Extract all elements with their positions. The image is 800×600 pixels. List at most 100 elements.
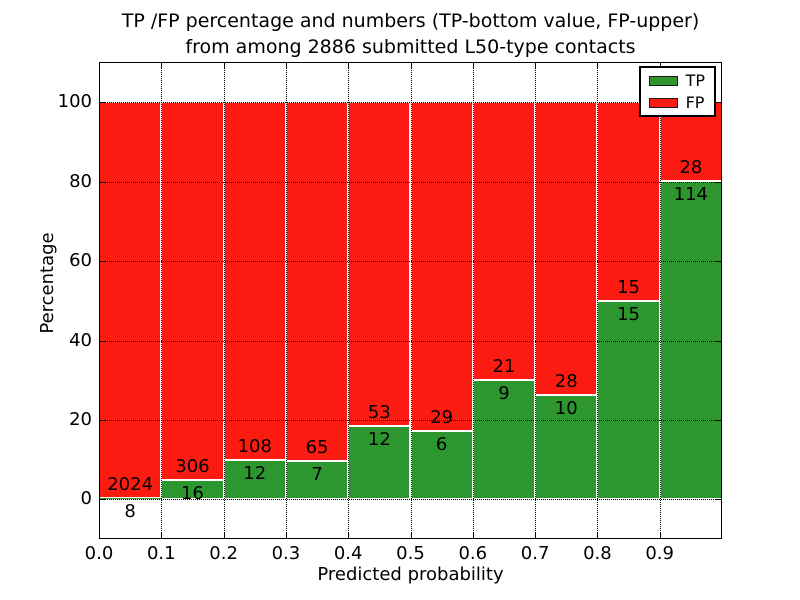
x-tick-label: 0.0 <box>84 543 114 564</box>
legend-label-fp: FP <box>685 93 705 112</box>
x-tickmark <box>348 533 350 539</box>
fp-count-label: 15 <box>617 276 640 298</box>
fp-count-label: 28 <box>554 370 578 392</box>
fp-count-label: 108 <box>237 435 272 457</box>
fp-count-label: 306 <box>175 455 210 477</box>
tp-count-label: 16 <box>180 482 204 504</box>
fp-count-label: 29 <box>430 407 454 429</box>
x-tickmark <box>472 533 474 539</box>
legend: TP FP <box>638 66 716 117</box>
x-gridline <box>410 62 412 539</box>
chart-title: TP /FP percentage and numbers (TP-bottom… <box>99 8 722 60</box>
x-tickmark <box>410 533 412 539</box>
x-tickmark <box>223 533 225 539</box>
x-gridline <box>285 62 287 539</box>
x-tickmark <box>285 533 287 539</box>
tp-count-label: 114 <box>673 183 709 205</box>
x-gridline <box>597 62 599 539</box>
chart-title-line2: from among 2886 submitted L50-type conta… <box>185 36 636 58</box>
y-tick-label: 80 <box>69 170 92 192</box>
tp-count-label: 7 <box>311 463 323 485</box>
bar-segment-fp <box>597 102 660 301</box>
x-gridline <box>535 62 537 539</box>
x-tick-label: 0.1 <box>146 543 176 564</box>
tp-count-label: 12 <box>243 462 267 484</box>
y-tickmark <box>99 499 105 501</box>
y-tickmark-right <box>716 499 722 501</box>
x-tickmark-top <box>410 62 412 68</box>
bar-segment-tp <box>348 426 411 500</box>
x-axis-label: Predicted probability <box>317 564 504 585</box>
bar-segment-fp <box>410 102 473 432</box>
x-tick-label: 0.6 <box>458 543 488 564</box>
y-tickmark <box>99 181 105 183</box>
bar-segment-fp <box>472 102 536 381</box>
x-tickmark-top <box>659 62 661 68</box>
bar-segment-tp <box>597 300 660 500</box>
y-axis-label: Percentage <box>37 232 58 334</box>
bar-segment-fp <box>99 102 162 498</box>
x-tick-label: 0.9 <box>645 543 674 564</box>
bar-segment-tp <box>410 431 473 500</box>
tp-count-label: 8 <box>124 500 136 522</box>
bar-segment-fp <box>161 102 224 480</box>
y-tickmark <box>99 340 105 342</box>
x-tickmark <box>597 533 599 539</box>
bar-segment-tp <box>659 180 722 500</box>
fp-swatch-icon <box>648 97 678 108</box>
plot-area: 2024 8 306 16 108 12 65 7 53 12 29 6 21 9 28 10 15 15 28 11… <box>99 62 722 539</box>
bar-segment-fp <box>223 102 286 460</box>
x-tickmark <box>535 533 537 539</box>
tp-count-label: 15 <box>617 303 640 325</box>
bar-segment-fp <box>348 102 411 427</box>
chart-title-line1: TP /FP percentage and numbers (TP-bottom… <box>121 10 700 32</box>
x-tickmark-top <box>99 62 100 68</box>
x-tick-label: 0.8 <box>583 543 612 564</box>
y-tickmark <box>99 419 105 421</box>
y-tick-label: 60 <box>69 250 92 272</box>
tp-count-label: 12 <box>367 429 391 451</box>
x-tickmark-top <box>472 62 474 68</box>
bar-segment-fp <box>285 102 349 461</box>
y-tickmark-right <box>716 261 722 263</box>
x-tick-label: 0.7 <box>520 543 550 564</box>
x-tickmark-top <box>597 62 599 68</box>
bar-segment-tp <box>99 497 162 500</box>
x-tick-label: 0.5 <box>396 543 425 564</box>
x-tickmark <box>659 533 661 539</box>
x-gridline <box>659 62 661 539</box>
y-tick-label: 40 <box>69 329 92 351</box>
fp-count-label: 2024 <box>107 473 154 495</box>
tp-count-label: 9 <box>498 383 510 405</box>
bar-segment-tp <box>535 394 598 500</box>
y-tickmark <box>99 102 105 104</box>
y-tick-label: 100 <box>57 91 92 113</box>
x-tickmark-top <box>285 62 287 68</box>
tp-swatch-icon <box>648 75 678 86</box>
x-tickmark <box>161 533 163 539</box>
x-tickmark <box>99 533 100 539</box>
x-tick-label: 0.4 <box>333 543 363 564</box>
fp-count-label: 28 <box>679 156 703 178</box>
bar-segment-tp <box>223 459 286 500</box>
tp-count-label: 10 <box>554 397 578 419</box>
x-gridline <box>472 62 474 539</box>
fp-count-label: 65 <box>305 436 329 458</box>
y-tick-label: 0 <box>80 488 92 510</box>
tp-count-label: 6 <box>435 434 448 456</box>
y-tickmark-right <box>716 102 722 104</box>
x-tickmark-top <box>535 62 537 68</box>
y-tick-label: 20 <box>69 408 92 430</box>
x-tick-label: 0.2 <box>209 543 238 564</box>
legend-item-fp: FP <box>648 93 705 112</box>
legend-item-tp: TP <box>648 71 705 90</box>
x-tickmark-top <box>161 62 163 68</box>
legend-label-tp: TP <box>685 71 705 90</box>
x-tickmark-top <box>348 62 350 68</box>
x-gridline <box>161 62 163 539</box>
y-tickmark-right <box>716 181 722 183</box>
x-gridline <box>348 62 350 539</box>
fp-count-label: 21 <box>492 356 516 378</box>
x-tickmark-top <box>223 62 225 68</box>
